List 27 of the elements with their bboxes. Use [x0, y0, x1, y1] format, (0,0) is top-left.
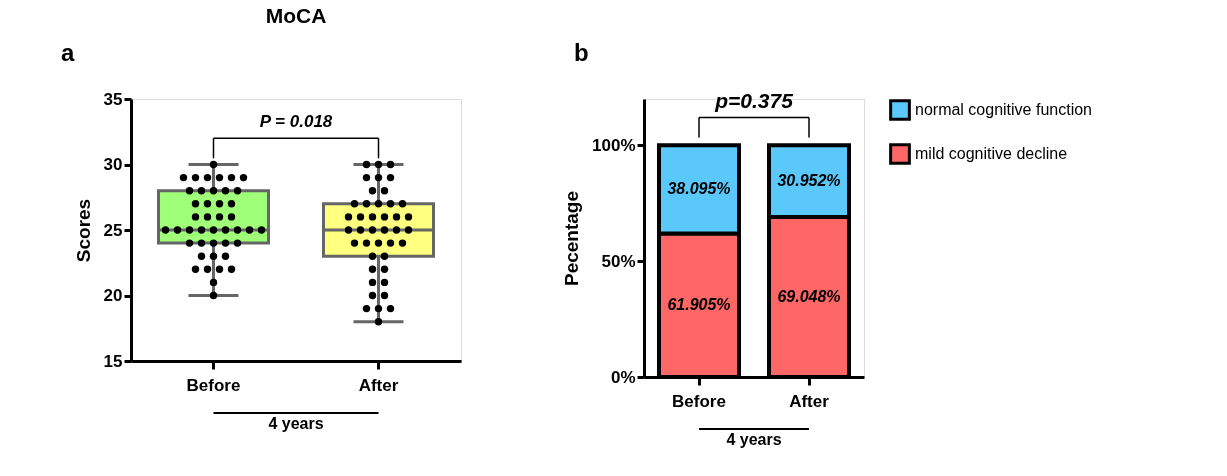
y-axis-title: Scores: [72, 198, 94, 263]
y-axis-title: Pecentage: [561, 190, 583, 287]
annotation: P = 0.018: [259, 112, 333, 132]
data-label: 69.048%: [777, 288, 841, 306]
legend-label: mild cognitive decline: [915, 145, 1068, 162]
chart-title: MoCA: [265, 4, 327, 27]
y-tick-label: 100%: [592, 135, 636, 155]
x-tick-label: After: [789, 391, 830, 411]
annotation: p=0.375: [714, 88, 794, 112]
text: b: [574, 39, 589, 66]
text: 4 years: [726, 431, 782, 448]
y-tick-label: 50%: [601, 251, 636, 271]
y-tick-label: 15: [103, 351, 123, 371]
text: 4 years: [268, 415, 324, 432]
y-tick-label: 30: [103, 155, 123, 174]
y-tick-label: 25: [103, 220, 123, 240]
y-tick-label: 0%: [610, 367, 636, 387]
x-tick-label: Before: [672, 391, 726, 411]
data-label: 61.905%: [667, 296, 731, 314]
x-tick-label: Before: [186, 375, 241, 395]
legend-label: normal cognitive function: [915, 101, 1092, 118]
x-tick-label: After: [358, 375, 399, 395]
text: a: [61, 39, 75, 66]
data-label: 30.952%: [777, 172, 841, 190]
data-label: 38.095%: [667, 180, 731, 198]
y-tick-label: 20: [103, 286, 123, 305]
y-tick-label: 35: [103, 89, 123, 109]
